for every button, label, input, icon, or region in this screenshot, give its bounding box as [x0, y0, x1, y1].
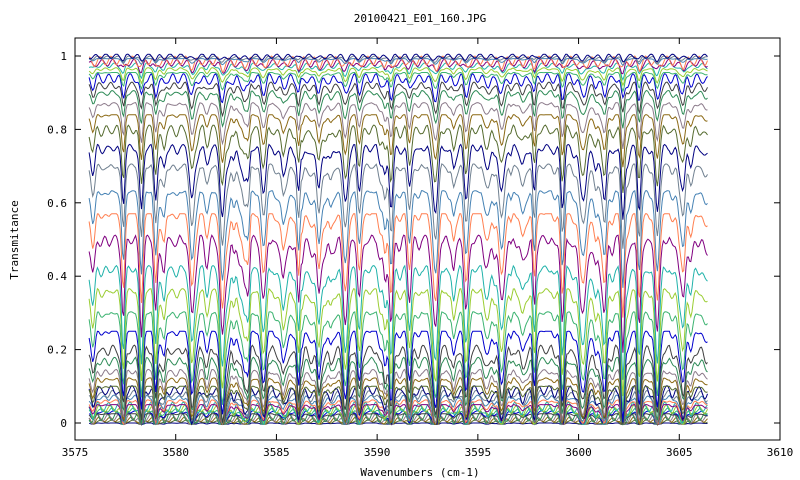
x-axis-title: Wavenumbers (cm-1): [360, 466, 479, 479]
x-tick-label: 3595: [465, 446, 492, 459]
x-tick-label: 3605: [666, 446, 693, 459]
x-tick-label: 3575: [62, 446, 89, 459]
plot-frame: [74, 37, 781, 441]
series-line: [88, 67, 708, 87]
series-line: [88, 53, 708, 63]
series-line: [88, 356, 708, 426]
series-line: [88, 89, 708, 129]
series-line: [88, 368, 708, 426]
chart-title: 20100421_E01_160.JPG: [354, 12, 486, 25]
series-line: [88, 124, 708, 193]
x-tick-label: 3590: [364, 446, 391, 459]
y-axis: 0 0.2 0.4 0.6 0.8 1: [47, 50, 780, 430]
series-layer: [88, 53, 708, 427]
series-line: [88, 190, 708, 288]
series-line: [88, 58, 708, 75]
series-line: [88, 163, 708, 249]
y-tick-label: 1: [60, 50, 67, 63]
series-line: [88, 287, 708, 397]
series-line: [88, 422, 708, 425]
series-line: [88, 385, 708, 427]
x-tick-label: 3600: [565, 446, 592, 459]
x-tick-label: 3580: [162, 446, 189, 459]
series-line: [88, 114, 708, 168]
x-tick-label: 3610: [767, 446, 794, 459]
x-tick-label: 3585: [263, 446, 290, 459]
x-axis: 3575 3580 3585 3590 3595 3600 3605 3610: [62, 38, 794, 459]
series-line: [88, 81, 708, 118]
series-line: [88, 62, 708, 82]
series-line: [88, 234, 708, 353]
y-axis-title: Transmitance: [8, 200, 21, 279]
y-tick-label: 0.8: [47, 123, 67, 136]
series-line: [88, 330, 708, 423]
y-tick-label: 0.6: [47, 197, 67, 210]
series-line: [88, 311, 708, 412]
series-line: [88, 143, 708, 220]
series-line: [88, 58, 708, 67]
series-line: [88, 344, 708, 425]
y-tick-label: 0.4: [47, 270, 67, 283]
series-line: [88, 71, 708, 94]
y-tick-label: 0.2: [47, 344, 67, 357]
series-line: [88, 377, 708, 426]
series-line: [88, 264, 708, 380]
y-tick-label: 0: [60, 417, 67, 430]
series-line: [88, 72, 708, 104]
series-line: [88, 213, 708, 318]
series-line: [88, 102, 708, 149]
